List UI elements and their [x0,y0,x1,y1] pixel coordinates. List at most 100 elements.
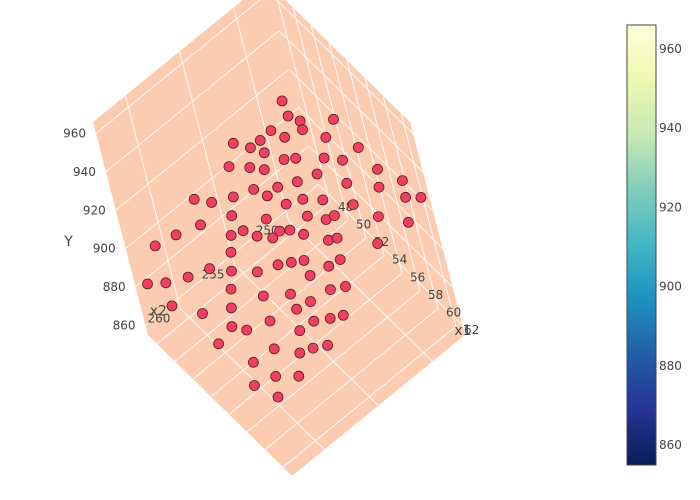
data-point [244,162,256,173]
data-point [258,147,270,159]
data-point [195,219,206,231]
data-point [373,181,385,193]
data-point [276,95,288,107]
data-point [323,260,335,272]
colorbar-tick-label: 960 [659,42,682,56]
data-point [170,229,182,241]
data-point [294,325,306,337]
data-point [320,131,332,143]
data-point [402,216,414,228]
y-tick-label: 940 [73,165,96,179]
data-point [247,356,259,368]
grid-z-wall-yz [115,68,290,211]
data-point [237,225,249,237]
grid-z-wall-xz [278,30,424,173]
data-point [272,181,284,193]
x-tick-label: 60 [446,306,461,320]
data-point [251,230,263,242]
grid-y-wall [179,51,235,265]
data-point [225,246,237,258]
data-point [261,190,273,202]
data-point [264,315,276,327]
data-point [305,296,316,307]
data-point [304,270,316,281]
data-point [290,152,302,164]
data-point [166,300,178,312]
grid-x-wall [277,0,331,203]
data-point [225,283,237,295]
data-point [291,176,303,188]
scatter-points [142,95,427,403]
data-point [142,278,153,290]
data-point [301,210,313,222]
data-point [311,168,323,180]
data-point [308,315,320,327]
data-point [331,232,343,244]
data-point [324,312,336,324]
data-point [340,281,351,292]
data-point [337,154,348,166]
colorbar: 860 880 900 920 940 960 [626,24,682,466]
data-point [282,110,294,122]
data-point [227,191,239,203]
data-point [248,183,260,195]
data-point [372,238,384,249]
data-point [248,380,260,391]
y-tick-label: 920 [83,203,106,217]
x2-tick-label: 260 [147,312,170,326]
data-point [307,342,319,354]
colorbar-tick-label: 920 [659,200,682,214]
data-point [280,198,292,210]
grid-z-wall-yz [135,145,309,288]
data-point [241,324,253,336]
grid-y-floor [288,220,433,362]
data-point [254,134,266,146]
x1-axis-title: x1 [454,323,471,339]
data-point [322,339,334,351]
x2-axis-title: x2 [150,304,167,320]
x-tick-label: 58 [428,288,443,302]
data-point [334,254,346,266]
data-point [226,265,237,277]
grid-x-wall [382,95,439,309]
data-point [225,229,237,241]
grid-z-wall-xz [288,68,434,211]
data-point [267,232,279,244]
data-point [400,191,412,203]
data-point [337,309,349,321]
data-point [294,347,306,359]
data-point [285,256,297,268]
3d-scene[interactable]: 4850525456586062250255260860880900920940… [63,0,479,476]
data-point [227,137,239,149]
data-point [272,259,284,271]
data-point [415,191,427,203]
data-point [182,271,194,283]
grid-z-wall-xz [275,0,414,134]
colorbar-tick-label: 880 [659,359,682,373]
y-tick-label: 860 [113,318,136,332]
data-point [285,288,296,300]
data-point [226,321,238,333]
gridlines [95,0,463,468]
y-tick-label: 900 [93,242,116,256]
data-point [206,196,218,208]
colorbar-tick-label: 940 [659,121,682,135]
data-point [160,277,172,289]
y-tick-label: 880 [103,280,126,294]
grid-z-wall-xz [318,184,463,326]
data-point [213,338,225,350]
data-point [293,370,305,382]
data-point [223,161,235,173]
x-tick-label: 50 [356,217,371,231]
data-point [279,131,291,143]
data-point [298,254,310,266]
x-tick-label: 54 [392,253,407,267]
data-point [328,113,339,125]
data-point [268,343,280,355]
grid-y-wall [124,95,181,309]
grid-x-wall [364,77,421,292]
data-point [260,213,272,225]
data-point [270,370,282,382]
data-point [291,303,303,315]
